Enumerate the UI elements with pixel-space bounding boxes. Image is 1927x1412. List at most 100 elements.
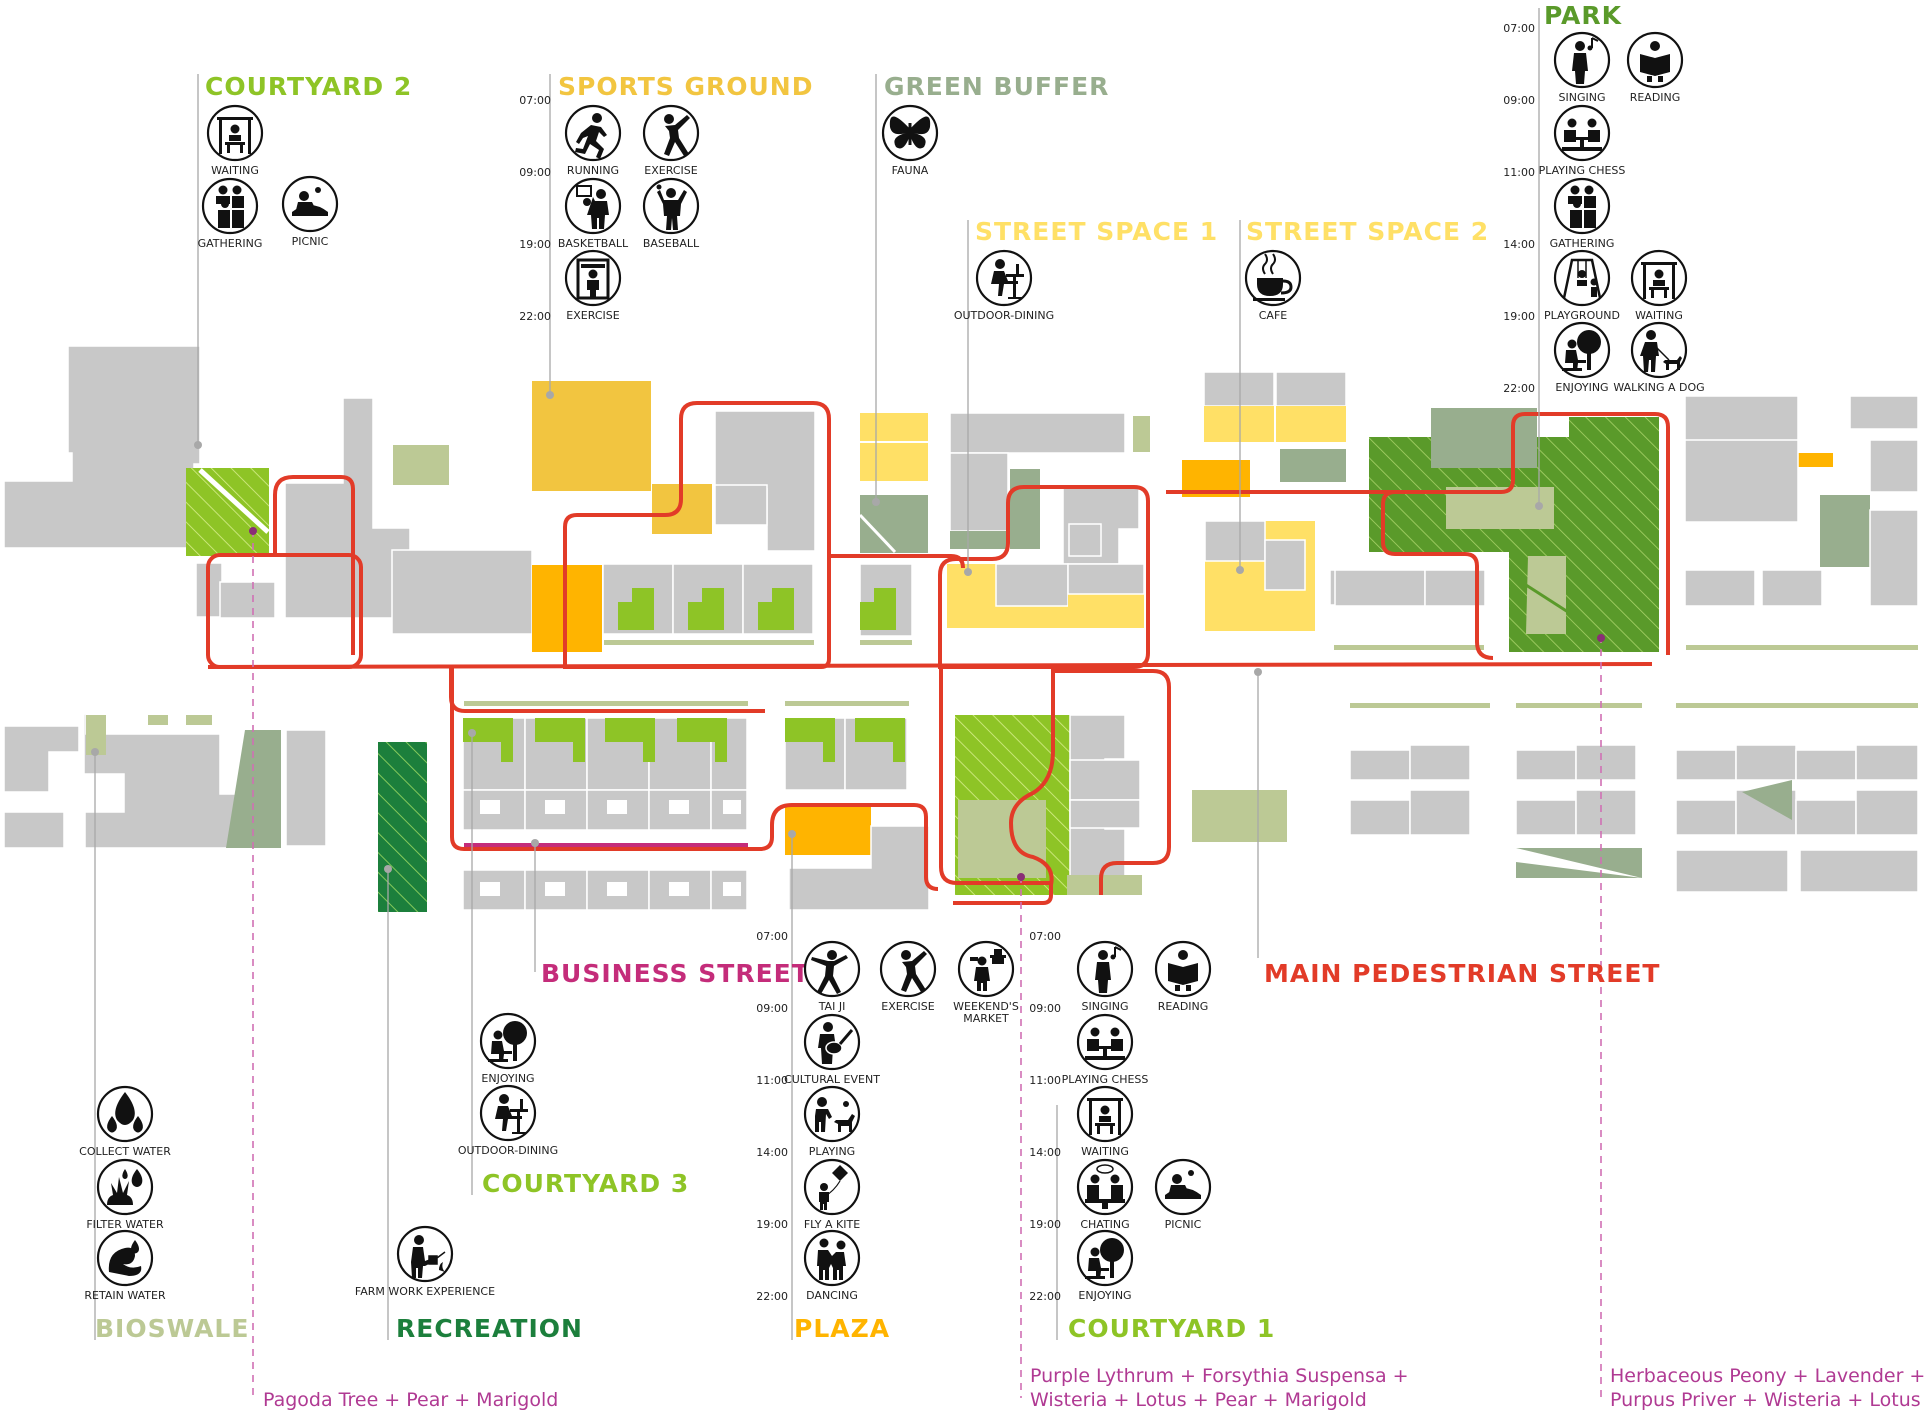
picnic-icon [1165, 1170, 1201, 1199]
dog-playing-activity: PLAYING [803, 1085, 861, 1158]
zone-titles: COURTYARD 2 SPORTS GROUND GREEN BUFFER S… [95, 1, 1661, 1343]
street-space-1-title: STREET SPACE 1 [975, 217, 1218, 246]
time-label: 11:00 [756, 1074, 788, 1087]
activity-label: EXERCISE [566, 309, 619, 322]
plant-list-left: Pagoda Tree + Pear + Marigold [263, 1389, 558, 1411]
plaza-area [785, 805, 871, 855]
reading-icon [1168, 950, 1198, 991]
taiji-icon [811, 950, 848, 994]
activity-label: WAITING [1081, 1145, 1129, 1158]
building [284, 397, 411, 619]
main-pedestrian-street-line [207, 662, 1653, 669]
time-label: 19:00 [519, 238, 551, 251]
market-icon [970, 949, 1006, 991]
tree-sitting-activity: ENJOYING [1076, 1229, 1134, 1302]
chatting-icon [1085, 1164, 1125, 1209]
activity-label: EXERCISE [644, 164, 697, 177]
time-label: 09:00 [1503, 94, 1535, 107]
coffee-cup-activity: CAFE [1244, 249, 1302, 322]
time-label: 19:00 [1029, 1218, 1061, 1231]
bench-icon [1641, 262, 1677, 299]
time-label: 07:00 [519, 94, 551, 107]
time-label: 19:00 [1503, 310, 1535, 323]
butterfly-icon [889, 116, 931, 149]
activity-label: GATHERING [1550, 237, 1615, 250]
activity-label: PLAYING CHESS [1539, 164, 1626, 177]
activity-label: BASKETBALL [558, 237, 629, 250]
gym-activity: EXERCISE [564, 249, 622, 322]
activity-label: PICNIC [1165, 1218, 1202, 1231]
singing-icon [1572, 37, 1599, 84]
activity-icons: WAITING GATHERING PICNIC RUNNING EXERCISE BAS… [79, 31, 1705, 1302]
time-label: 07:00 [1029, 930, 1061, 943]
dog-walking-activity: WALKING A DOG [1613, 321, 1705, 394]
activity-label: READING [1158, 1000, 1209, 1013]
plant-list-middle-2: Wisteria + Lotus + Pear + Marigold [1030, 1389, 1367, 1411]
dancing-activity: DANCING [803, 1229, 861, 1302]
time-label: 07:00 [756, 930, 788, 943]
activity-label: ENJOYING [1078, 1289, 1131, 1302]
courtyard-3-title: COURTYARD 3 [482, 1169, 689, 1198]
gathering-icon [216, 185, 244, 228]
water-drops-icon [107, 1092, 143, 1133]
activity-label: READING [1630, 91, 1681, 104]
exercise-activity: EXERCISE [642, 104, 700, 177]
street-space-2-title: STREET SPACE 2 [1246, 217, 1489, 246]
building-block-south-east [1349, 744, 1919, 893]
dining-icon [495, 1094, 528, 1134]
time-label: 14:00 [1503, 238, 1535, 251]
time-label: 22:00 [1029, 1290, 1061, 1303]
exercise-icon [901, 950, 927, 992]
dancing-icon [817, 1238, 846, 1280]
plaza-title: PLAZA [794, 1314, 890, 1343]
planting-lists: Pagoda Tree + Pear + Marigold Purple Lyt… [263, 1365, 1925, 1411]
gathering-activity: GATHERING [1550, 177, 1615, 250]
building [714, 410, 816, 552]
kite-icon [819, 1165, 848, 1210]
taiji-activity: TAI JI [803, 940, 861, 1013]
main-pedestrian-street-title: MAIN PEDESTRIAN STREET [1264, 959, 1661, 988]
reading-activity: READING [1626, 31, 1684, 104]
singing-activity: SINGING [1076, 940, 1134, 1013]
activity-label: BASEBALL [643, 237, 700, 250]
reading-icon [1640, 41, 1670, 82]
pedestrian-routes [206, 401, 1670, 905]
bench-icon [1087, 1098, 1123, 1135]
activity-label: WEEKEND'S [953, 1000, 1019, 1013]
time-label: 09:00 [519, 166, 551, 179]
courtyard-2-title: COURTYARD 2 [205, 72, 412, 101]
time-label: 19:00 [756, 1218, 788, 1231]
swing-icon [1562, 258, 1602, 299]
tree-sitting-icon [1562, 330, 1601, 371]
time-label: 09:00 [1029, 1002, 1061, 1015]
activity-label: CULTURAL EVENT [784, 1073, 880, 1086]
time-label: 07:00 [1503, 22, 1535, 35]
singing-icon [1095, 946, 1122, 993]
retain-water-activity: RETAIN WATER [84, 1229, 166, 1302]
tree-sitting-icon [1085, 1238, 1124, 1279]
time-label: 22:00 [756, 1290, 788, 1303]
time-labels: 07:00 09:00 19:00 22:00 07:00 09:00 11:00 14:00… [519, 22, 1535, 1303]
tree-sitting-activity: ENJOYING [479, 1012, 537, 1085]
picnic-activity: PICNIC [1154, 1158, 1212, 1231]
basketball-activity: BASKETBALL [558, 177, 629, 250]
time-label: 22:00 [519, 310, 551, 323]
filter-water-icon [107, 1169, 143, 1205]
building [714, 484, 768, 526]
activity-label: CAFE [1259, 309, 1288, 322]
dining-icon [991, 259, 1024, 299]
bench-activity: WAITING [206, 104, 264, 177]
chatting-activity: CHATING [1076, 1158, 1134, 1231]
plant-list-right-2: Purpus Priver + Wisteria + Lotus [1610, 1389, 1921, 1411]
picnic-activity: PICNIC [281, 175, 339, 248]
building [3, 345, 201, 549]
building [949, 452, 1009, 532]
green-buffer-title: GREEN BUFFER [884, 72, 1109, 101]
activity-label: OUTDOOR-DINING [954, 309, 1054, 322]
activity-label: SINGING [1559, 91, 1606, 104]
activity-label: FLY A KITE [804, 1218, 860, 1231]
site-plan [3, 345, 1919, 912]
guitar-icon [818, 1022, 854, 1064]
recreation-title: RECREATION [396, 1314, 583, 1343]
